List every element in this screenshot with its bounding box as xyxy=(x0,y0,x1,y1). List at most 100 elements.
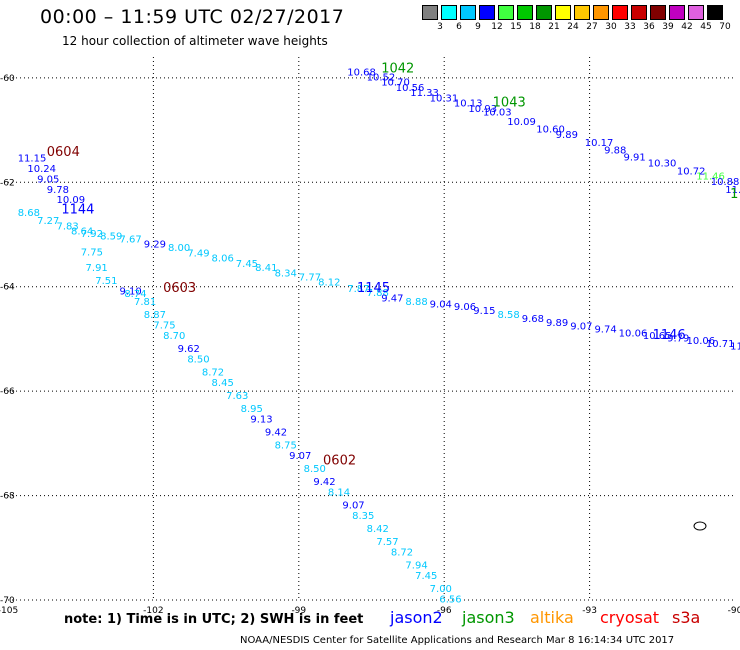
pass-label: 0602 xyxy=(323,453,356,468)
x-tick-label: -93 xyxy=(582,606,597,616)
y-tick-label: -60 xyxy=(0,74,15,84)
swh-value: 10.31 xyxy=(430,93,459,104)
swh-value: 6.56 xyxy=(439,595,461,606)
swh-value: 9.62 xyxy=(178,344,200,355)
x-tick-label: -102 xyxy=(143,606,163,616)
legend-swatch xyxy=(688,5,704,20)
legend-label: 21 xyxy=(548,22,560,32)
swh-value: 7.63 xyxy=(226,391,248,402)
legend-label: 27 xyxy=(586,22,598,32)
pass-label: 0603 xyxy=(163,281,196,296)
swh-value: 8.95 xyxy=(241,404,263,415)
swh-value: 10.70 xyxy=(381,78,410,89)
swh-value: 10.24 xyxy=(27,164,56,175)
swh-value: 9.07 xyxy=(289,451,311,462)
swh-value: 9.15 xyxy=(473,306,495,317)
swh-value: 7.88 xyxy=(367,288,389,299)
swh-value: 8.42 xyxy=(367,524,389,535)
swh-value: 10.13 xyxy=(454,99,483,110)
swh-value: 9.89 xyxy=(546,318,568,329)
swh-value: 8.75 xyxy=(275,441,297,452)
legend-label: 15 xyxy=(510,22,522,32)
satellite-label-altika: altika xyxy=(530,608,574,627)
satellite-label-jason3: jason3 xyxy=(462,608,515,627)
legend-swatch xyxy=(612,5,628,20)
legend-swatch xyxy=(555,5,571,20)
legend-swatch xyxy=(479,5,495,20)
y-tick-label: -62 xyxy=(0,178,15,188)
swh-value: 7.51 xyxy=(95,276,117,287)
swh-value: 9.79 xyxy=(667,334,689,345)
swh-value: 9.10 xyxy=(119,287,141,298)
satellite-label-s3a: s3a xyxy=(672,608,701,627)
swh-value: 11.07 xyxy=(730,341,740,352)
satellite-label-cryosat: cryosat xyxy=(600,608,660,627)
legend-swatch xyxy=(593,5,609,20)
swh-value: 7.83 xyxy=(56,221,78,232)
swh-value: 8.00 xyxy=(168,243,190,254)
swh-value: 9.04 xyxy=(430,300,452,311)
satellite-label-jason2: jason2 xyxy=(390,608,443,627)
legend-swatch xyxy=(517,5,533,20)
swh-value: 9.47 xyxy=(381,293,403,304)
legend-swatch xyxy=(422,5,438,20)
pass-label: 1042 xyxy=(381,62,414,77)
swh-value: 8.64 xyxy=(71,227,93,238)
legend-swatch xyxy=(536,5,552,20)
swh-value: 10.68 xyxy=(347,67,376,78)
swh-value: 8.34 xyxy=(275,268,297,279)
swh-value: 7.45 xyxy=(236,259,258,270)
legend-swatch xyxy=(669,5,685,20)
legend-swatch xyxy=(650,5,666,20)
swh-value: 10.65 xyxy=(643,331,672,342)
swh-value: 8.70 xyxy=(163,331,185,342)
swh-value: 7.94 xyxy=(405,561,427,572)
legend-swatch xyxy=(441,5,457,20)
legend-swatch xyxy=(631,5,647,20)
x-tick-label: -96 xyxy=(437,606,452,616)
legend-label: 42 xyxy=(681,22,693,32)
swh-value: 8.59 xyxy=(100,232,122,243)
legend-label: 36 xyxy=(643,22,655,32)
swh-value: 9.13 xyxy=(250,414,272,425)
legend-label: 18 xyxy=(529,22,541,32)
swh-value: 7.49 xyxy=(187,248,209,259)
swh-value: 10.60 xyxy=(536,125,565,136)
chart-title: 00:00 – 11:59 UTC 02/27/2017 xyxy=(40,6,345,28)
island-outline xyxy=(693,521,707,531)
swh-value: 8.14 xyxy=(328,488,350,499)
pass-label: 1146 xyxy=(653,328,686,343)
swh-value: 10.03 xyxy=(483,107,512,118)
credit-line: NOAA/NESDIS Center for Satellite Applica… xyxy=(240,635,675,646)
swh-value: 7.00 xyxy=(430,584,452,595)
swh-value: 11.15 xyxy=(18,153,47,164)
y-tick-label: -66 xyxy=(0,387,15,397)
swh-value: 9.89 xyxy=(556,130,578,141)
swh-value: 8.58 xyxy=(498,310,520,321)
swh-value: 10.30 xyxy=(648,159,677,170)
swh-value: 7.92 xyxy=(81,229,103,240)
swh-value: 9.05 xyxy=(37,174,59,185)
swh-value: 10.06 xyxy=(687,336,716,347)
pass-label: 1043 xyxy=(493,96,526,111)
swh-value: 9.91 xyxy=(624,152,646,163)
swh-value: 10.09 xyxy=(507,117,536,128)
swh-value: 8.35 xyxy=(352,511,374,522)
swh-value: 8.41 xyxy=(255,263,277,274)
y-tick-label: -70 xyxy=(0,596,15,606)
legend-label: 45 xyxy=(700,22,712,32)
pass-label: 0604 xyxy=(47,145,80,160)
swh-value: 8.06 xyxy=(212,254,234,265)
x-tick-label: -90 xyxy=(728,606,740,616)
swh-value: 7.27 xyxy=(37,216,59,227)
swh-value: 9.07 xyxy=(342,501,364,512)
swh-value: 7.57 xyxy=(376,537,398,548)
swh-value: 11.46 xyxy=(696,172,725,183)
pass-label: 1 xyxy=(730,187,738,202)
swh-value: 9.42 xyxy=(265,428,287,439)
x-tick-label: -99 xyxy=(291,606,306,616)
swh-value: 7.77 xyxy=(299,272,321,283)
swh-value: 10.93 xyxy=(468,104,497,115)
swh-value: 9.42 xyxy=(313,477,335,488)
